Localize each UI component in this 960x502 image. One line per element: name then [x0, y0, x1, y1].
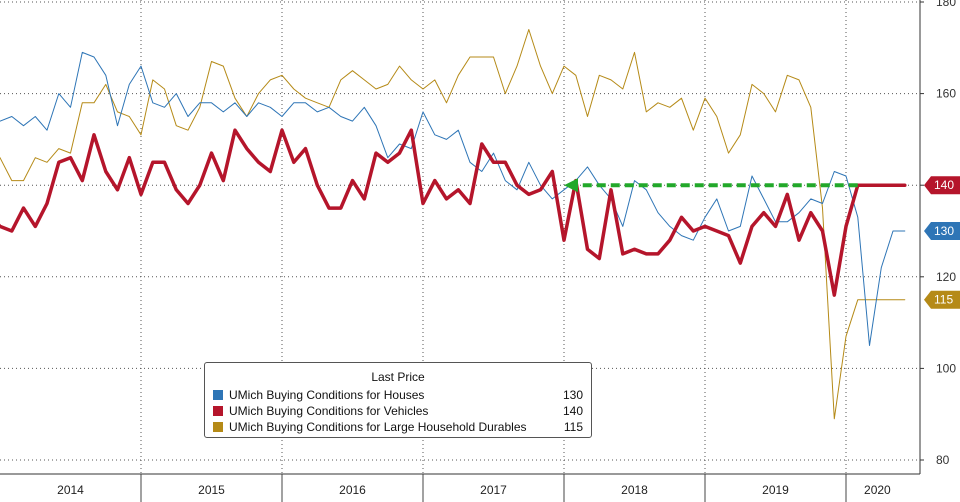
x-tick-label: 2017 — [480, 483, 507, 497]
last-value-label: 115 — [934, 293, 953, 307]
legend-swatch-vehicles — [213, 406, 223, 416]
x-tick-label: 2019 — [762, 483, 789, 497]
legend-item-vehicles: UMich Buying Conditions for Vehicles 140 — [213, 404, 583, 420]
legend: Last Price UMich Buying Conditions for H… — [204, 362, 592, 438]
y-tick-label: 100 — [936, 361, 956, 375]
last-value-flag — [924, 222, 960, 240]
x-tick-label: 2016 — [339, 483, 366, 497]
legend-label-houses: UMich Buying Conditions for Houses — [229, 388, 425, 402]
legend-swatch-durables — [213, 422, 223, 432]
legend-label-durables: UMich Buying Conditions for Large Househ… — [229, 420, 527, 434]
series-line — [0, 29, 906, 420]
legend-title: Last Price — [371, 370, 425, 384]
y-tick-label: 80 — [936, 453, 950, 467]
annotation-arrowhead — [564, 178, 578, 193]
legend-label-vehicles: UMich Buying Conditions for Vehicles — [229, 404, 429, 418]
series-line — [0, 51, 906, 346]
x-tick-label: 2018 — [621, 483, 648, 497]
legend-item-houses: UMich Buying Conditions for Houses 130 — [213, 388, 583, 404]
legend-value-durables: 115 — [563, 420, 583, 434]
annotation-arrow — [564, 178, 858, 193]
legend-value-vehicles: 140 — [562, 404, 583, 418]
y-tick-label: 180 — [936, 0, 956, 9]
legend-value-houses: 130 — [562, 388, 583, 402]
series-line — [0, 128, 907, 297]
legend-item-durables: UMich Buying Conditions for Large Househ… — [213, 420, 583, 436]
last-value-label: 140 — [934, 178, 954, 192]
x-tick-label: 2014 — [57, 483, 84, 497]
legend-swatch-houses — [213, 390, 223, 400]
last-value-flags: 130 140 115 — [924, 176, 960, 309]
last-value-flag — [924, 290, 960, 309]
last-value-flag — [924, 176, 960, 195]
last-value-label: 130 — [934, 224, 954, 238]
x-tick-label: 2015 — [198, 483, 225, 497]
x-tick-label: 2020 — [864, 483, 891, 497]
series-lines — [0, 29, 907, 420]
y-tick-label: 160 — [936, 87, 956, 101]
x-axis: 2014 2015 2016 2017 2018 2019 2020 — [0, 473, 920, 502]
y-tick-label: 120 — [936, 270, 956, 284]
